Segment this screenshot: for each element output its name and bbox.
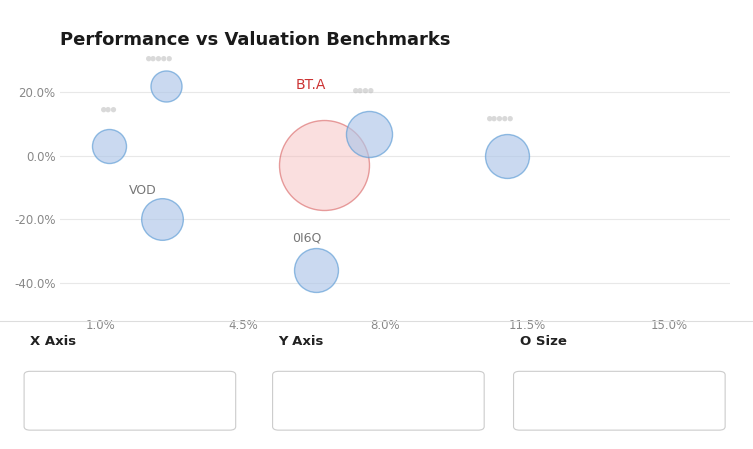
Text: Y Axis: Y Axis <box>279 335 324 348</box>
Text: ∨: ∨ <box>706 396 714 406</box>
Text: X Axis: X Axis <box>30 335 76 348</box>
Text: 0I6Q: 0I6Q <box>291 231 321 244</box>
Text: Performance vs Valuation Benchmarks: Performance vs Valuation Benchmarks <box>60 31 451 49</box>
Text: ●●●●●: ●●●●● <box>486 114 514 123</box>
Text: Revenue Growth: Revenue Growth <box>288 394 386 407</box>
Text: VOD: VOD <box>130 184 157 197</box>
Text: ●●●: ●●● <box>101 105 117 114</box>
Text: ∨: ∨ <box>216 396 224 406</box>
Text: BT.A: BT.A <box>296 78 326 92</box>
Point <box>103 143 115 150</box>
Point <box>160 83 172 90</box>
Text: ●●●●: ●●●● <box>352 85 374 94</box>
Text: ●●●●●: ●●●●● <box>145 54 172 63</box>
Point <box>156 216 168 223</box>
Text: ∨: ∨ <box>465 396 473 406</box>
Text: Earnings Yield: Earnings Yield <box>529 394 612 407</box>
Point <box>319 162 331 169</box>
Point <box>501 152 513 159</box>
Point <box>363 130 375 137</box>
Point <box>310 266 322 273</box>
Text: O Size: O Size <box>520 335 566 348</box>
Text: Return on Invested Capital: Return on Invested Capital <box>39 394 197 407</box>
